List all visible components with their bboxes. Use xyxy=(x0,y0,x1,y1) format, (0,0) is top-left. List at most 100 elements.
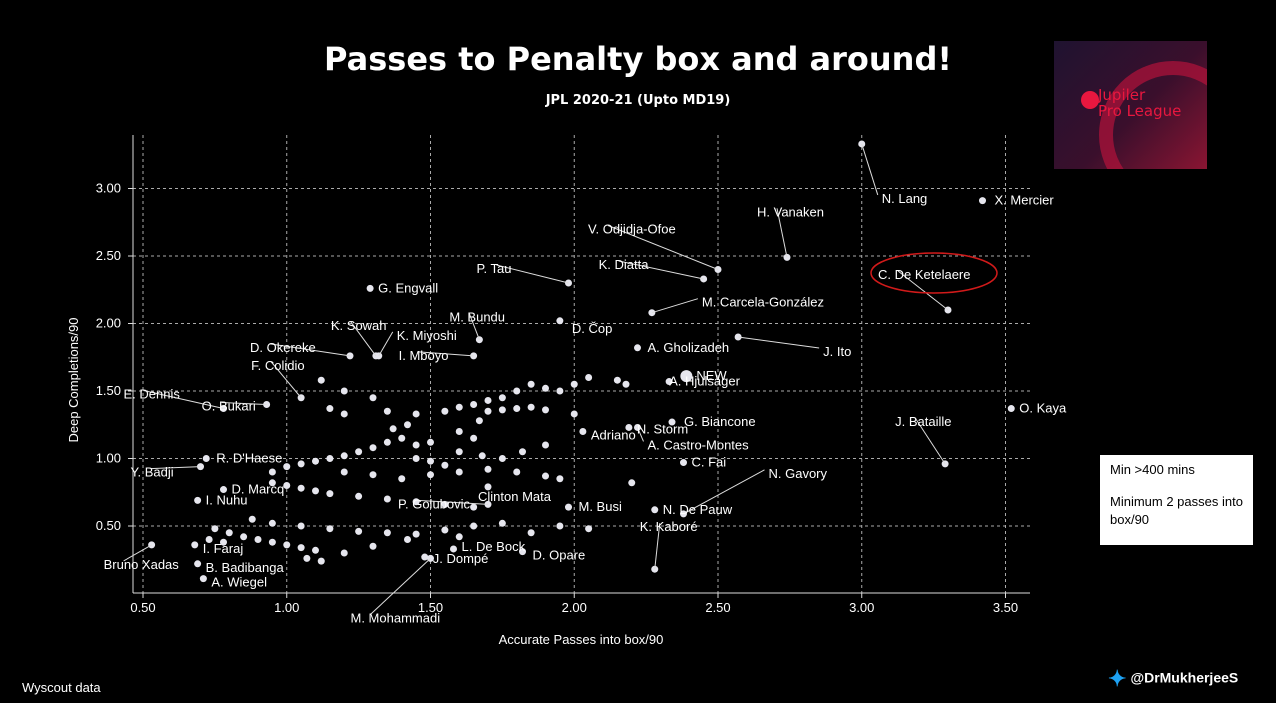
point-label: J. Dompé xyxy=(433,551,489,566)
data-point xyxy=(303,554,311,562)
label-leader-line xyxy=(738,336,820,349)
data-point xyxy=(317,376,325,384)
data-point xyxy=(404,536,411,543)
data-point xyxy=(312,457,319,465)
data-point xyxy=(283,541,291,549)
data-point xyxy=(383,438,391,446)
highlight-ellipse xyxy=(870,252,998,294)
x-axis-label: Accurate Passes into box/90 xyxy=(499,632,664,647)
point-label: D. Čop xyxy=(572,321,612,336)
data-point xyxy=(297,544,305,552)
point-label: J. Ito xyxy=(823,344,851,359)
data-point xyxy=(455,428,463,435)
twitter-handle: ✦ @DrMukherjeeS xyxy=(1108,666,1238,692)
data-point xyxy=(389,425,397,433)
y-tick-label: 0.50 xyxy=(96,518,121,533)
data-point xyxy=(470,401,478,408)
label-leader-line xyxy=(683,469,765,515)
data-point xyxy=(383,529,391,537)
label-leader-line xyxy=(776,208,788,258)
data-point xyxy=(369,444,377,452)
data-point xyxy=(220,486,227,494)
point-labels: N. Lang X. Mercier H. Vanaken V. Odjidja-Of… xyxy=(104,143,1067,625)
data-point xyxy=(585,374,593,381)
data-point xyxy=(484,407,492,415)
label-leader-line xyxy=(496,264,569,284)
data-point xyxy=(527,403,535,411)
data-point xyxy=(513,405,521,413)
data-point xyxy=(527,380,535,388)
logo-line-2: Pro League xyxy=(1098,102,1182,120)
data-point xyxy=(455,403,463,411)
data-point xyxy=(205,536,213,543)
data-point xyxy=(979,197,986,205)
chart-title: Passes to Penalty box and around! xyxy=(324,40,952,78)
data-point xyxy=(312,487,319,495)
point-label: G. Engvall xyxy=(378,280,438,295)
data-point xyxy=(340,387,348,395)
data-point xyxy=(421,553,429,561)
x-tick-label: 0.50 xyxy=(130,600,155,615)
point-label: A. Gholizadeh xyxy=(648,340,730,355)
data-point xyxy=(268,538,276,546)
point-label: I. Mboyo xyxy=(399,348,449,363)
data-point xyxy=(248,515,256,523)
point-label: A. Hjulsager xyxy=(669,374,740,389)
lion-icon xyxy=(1081,91,1099,109)
data-point xyxy=(585,525,593,533)
data-point xyxy=(194,496,202,504)
data-point xyxy=(369,542,377,550)
label-leader-line xyxy=(123,544,152,562)
label-leader-line xyxy=(607,225,719,270)
x-tick-label: 3.50 xyxy=(993,600,1018,615)
data-point xyxy=(579,428,587,435)
data-point xyxy=(340,549,348,557)
label-leader-line xyxy=(914,417,946,465)
data-point xyxy=(628,479,636,487)
point-label: N. Lang xyxy=(882,191,928,206)
point-label: E. Dennis xyxy=(124,387,181,402)
point-label: D. Okereke xyxy=(250,340,316,355)
data-point xyxy=(556,317,564,325)
data-point xyxy=(220,538,227,546)
y-tick-label: 2.00 xyxy=(96,316,121,331)
data-point xyxy=(651,506,659,514)
data-point xyxy=(398,475,406,483)
point-label: A. Castro-Montes xyxy=(648,437,750,452)
data-point xyxy=(312,546,319,554)
data-point xyxy=(340,468,348,476)
label-leader-line xyxy=(270,361,302,399)
point-label: F. Colidio xyxy=(251,358,304,373)
data-point xyxy=(570,380,578,388)
data-point xyxy=(202,455,210,462)
data-point xyxy=(1007,405,1015,413)
point-label: K. Kaboré xyxy=(640,519,698,534)
label-leader-line xyxy=(378,331,394,357)
data-point xyxy=(484,465,492,473)
handle-text: @DrMukherjeeS xyxy=(1130,669,1239,686)
label-leader-line xyxy=(269,343,351,357)
axes: 0.50 1.00 1.50 2.00 2.50 3.00 3.50 0.50 1.00 1.50… xyxy=(96,135,1030,615)
data-point xyxy=(680,459,687,467)
data-point xyxy=(268,479,276,487)
label-leader-line xyxy=(618,260,704,280)
y-tick-label: 2.50 xyxy=(96,248,121,263)
point-label: N. Storm xyxy=(637,421,688,436)
point-label: D. Marcq xyxy=(232,482,285,497)
point-label: V. Odjidja-Ofoe xyxy=(588,222,676,237)
data-point xyxy=(556,475,564,483)
x-tick-label: 2.50 xyxy=(705,600,730,615)
data-point xyxy=(542,384,549,392)
data-point xyxy=(498,519,506,527)
data-point xyxy=(556,522,564,530)
data-point xyxy=(455,533,463,541)
y-tick-label: 1.00 xyxy=(96,451,121,466)
y-axis-label: Deep Completions/90 xyxy=(66,317,81,442)
twitter-bird-icon: ✦ xyxy=(1108,666,1127,691)
point-label: K. Sowah xyxy=(331,318,387,333)
data-point xyxy=(383,407,391,415)
point-label: Clinton Mata xyxy=(478,489,552,504)
data-point xyxy=(199,575,207,583)
data-point xyxy=(565,503,572,511)
